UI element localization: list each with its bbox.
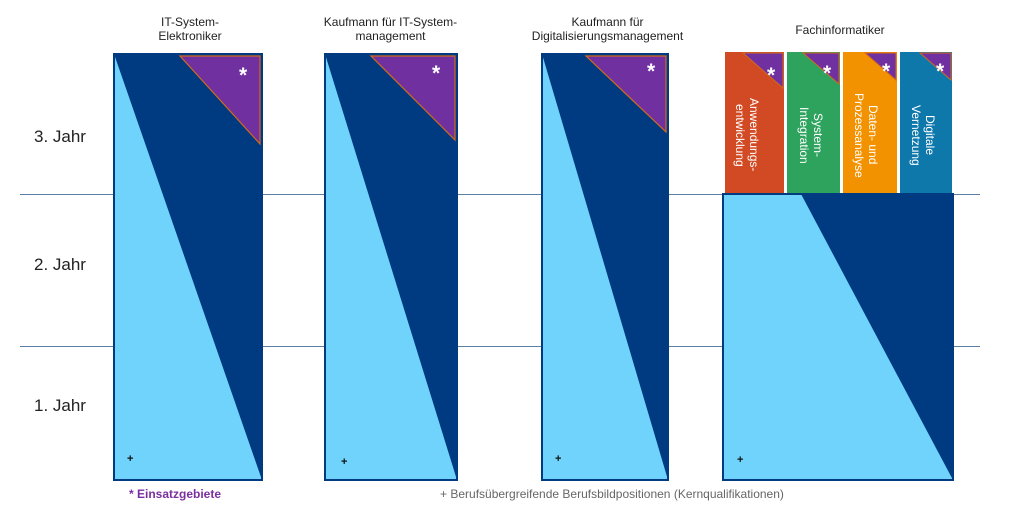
profession-title-it-system-elektroniker: IT-System- Elektroniker: [120, 15, 260, 43]
einsatz-star: *: [767, 64, 776, 87]
specialization-background: [900, 52, 952, 193]
column-border: [722, 193, 954, 481]
year-divider-bottom: [20, 346, 980, 347]
profession-title-kaufmann-it-systemmanagement: Kaufmann für IT-System- management: [303, 15, 478, 43]
title-line-1: Kaufmann für: [571, 15, 644, 29]
specialization-label: Anwendungs-entwicklung: [733, 98, 761, 172]
specialization-system-integration: * System- Integration: [787, 52, 840, 193]
einsatz-star: *: [823, 62, 832, 85]
core-qualification-triangle: [723, 194, 953, 480]
einsatz-star: *: [239, 64, 248, 87]
specialization-background: [843, 52, 897, 193]
einsatzgebiete-triangle: [863, 52, 897, 82]
profession-column-kaufmann-digitalisierungsmanagement: * +: [541, 53, 669, 481]
year-divider-top: [20, 194, 980, 195]
einsatzgebiete-triangle: [741, 52, 784, 90]
core-plus: +: [341, 456, 348, 468]
einsatzgebiete-triangle: [801, 52, 840, 86]
profession-column-it-system-elektroniker: * +: [113, 53, 263, 481]
title-line-2: Digitalisierungsmanagement: [531, 29, 684, 43]
einsatz-star: *: [432, 62, 441, 85]
year-label-1: 1. Jahr: [34, 396, 86, 415]
profession-diagram: [113, 53, 263, 481]
einsatz-star: *: [882, 60, 891, 83]
specialization-box: [787, 52, 840, 193]
column-border: [113, 53, 263, 481]
profession-title-kaufmann-digitalisierungsmanagement: Kaufmann für Digitalisierungsmanagement: [515, 15, 700, 43]
specialization-daten-prozessanalyse: * Daten- und Prozessanalyse: [843, 52, 897, 193]
core-qualification-triangle: [325, 54, 457, 480]
profession-column-fachinformatiker: +: [722, 193, 954, 481]
title-line-2: management: [355, 29, 426, 43]
core-plus: +: [127, 453, 134, 465]
year-label-3: 3. Jahr: [34, 127, 86, 146]
specialization-box: [900, 52, 952, 193]
einsatz-star: *: [647, 60, 656, 83]
legend-kernqualifikationen: + Berufsübergreifende Berufsbildposition…: [440, 487, 784, 501]
title-line-1: IT-System-: [160, 15, 219, 29]
profession-title-fachinformatiker: Fachinformatiker: [795, 23, 885, 37]
year-label-2: 2. Jahr: [34, 255, 86, 274]
column-border: [541, 53, 669, 481]
title-line-2: Elektroniker: [158, 29, 222, 43]
core-plus: +: [737, 454, 744, 466]
specialization-digitale-vernetzung: * Digitale Vernetzung: [900, 52, 952, 193]
einsatzgebiete-triangle: [369, 55, 456, 142]
specialization-box: [843, 52, 897, 193]
core-qualification-triangle: [542, 54, 668, 480]
einsatzgebiete-triangle: [178, 55, 261, 146]
profession-diagram: [324, 53, 458, 481]
profession-diagram: [541, 53, 669, 481]
profession-diagram: [722, 193, 954, 481]
specialization-anwendungsentwicklung: * Anwendungs-entwicklung: [725, 52, 784, 193]
specialization-label: Daten- und Prozessanalyse: [852, 92, 880, 178]
title-line-1: Kaufmann für IT-System-: [323, 15, 458, 29]
einsatzgebiete-triangle: [584, 55, 667, 134]
einsatz-star: *: [936, 60, 945, 83]
profession-column-kaufmann-it-systemmanagement: * +: [324, 53, 458, 481]
einsatzgebiete-triangle: [918, 52, 952, 82]
legend-einsatzgebiete: * Einsatzgebiete: [129, 487, 222, 501]
specialization-label: Digitale Vernetzung: [909, 104, 937, 166]
core-plus: +: [555, 453, 562, 465]
core-qualification-triangle: [114, 54, 262, 480]
column-border: [324, 53, 458, 481]
specialization-label: System- Integration: [797, 106, 825, 164]
specialization-box: [725, 52, 784, 193]
